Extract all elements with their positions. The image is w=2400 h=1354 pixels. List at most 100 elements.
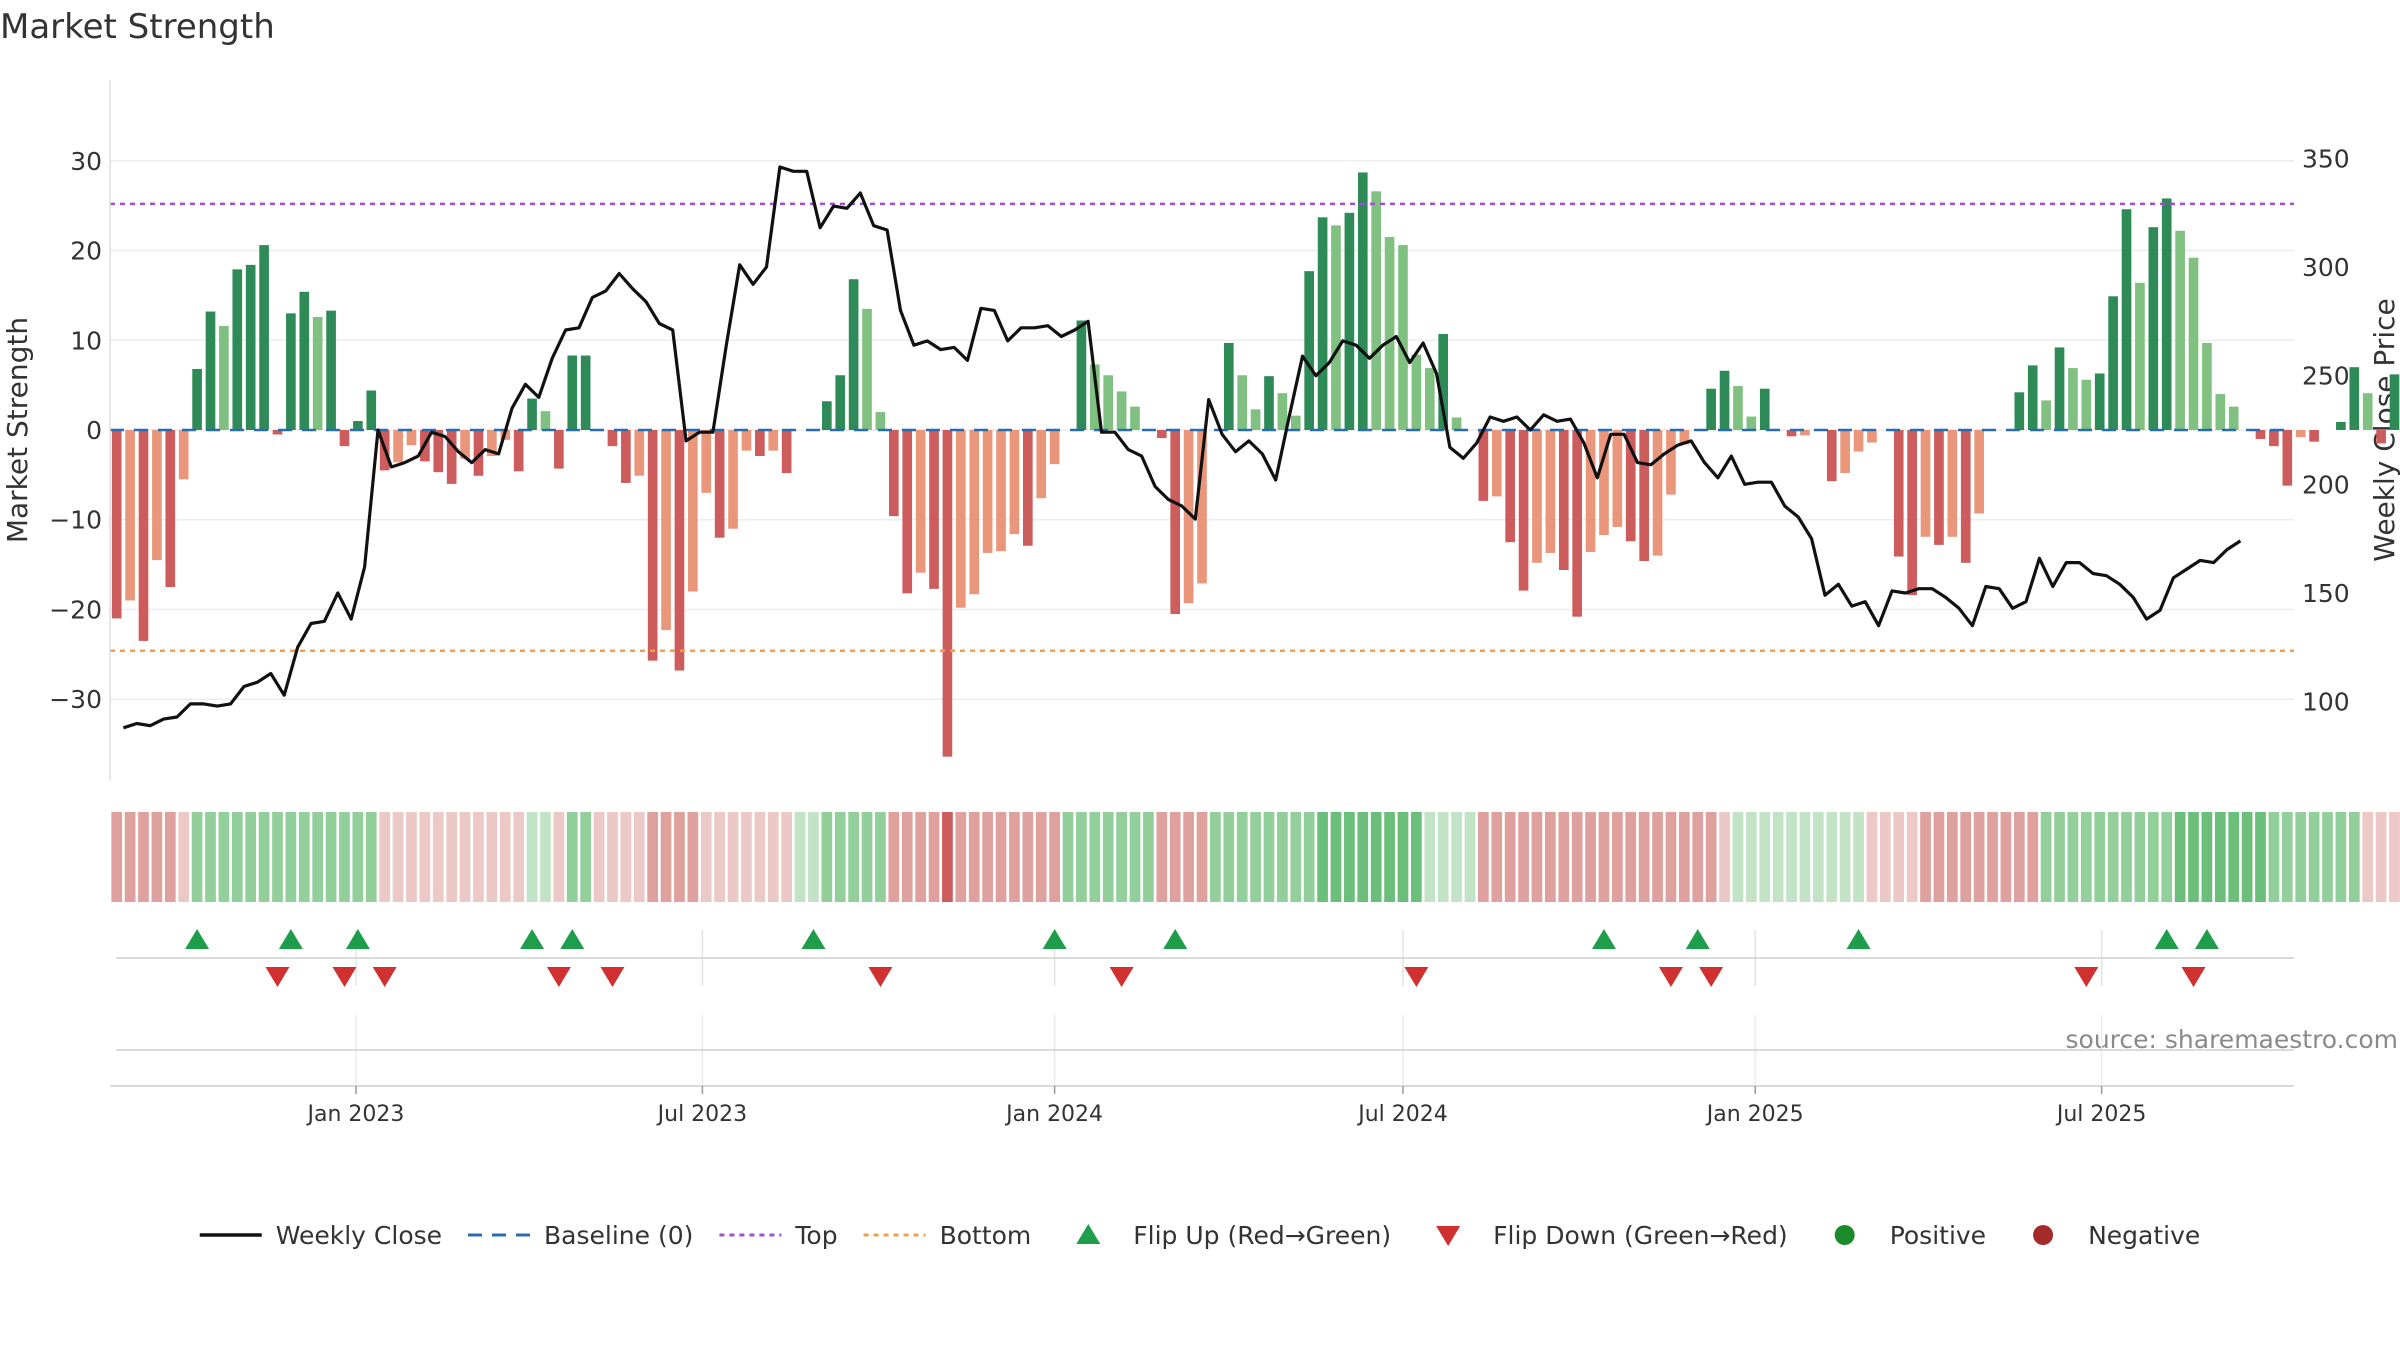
x-tick-label: Jul 2025	[2055, 1102, 2147, 1127]
strength-bar	[1237, 375, 1248, 430]
regime-cell	[379, 812, 391, 902]
flip-markers	[116, 929, 2294, 987]
regime-cell	[151, 812, 163, 902]
strength-bar	[1920, 430, 1931, 537]
regime-cell	[2228, 812, 2240, 902]
y-tick-label: −20	[49, 595, 102, 624]
regime-cell	[1384, 812, 1395, 902]
legend-label: Bottom	[940, 1221, 1032, 1250]
regime-cell	[1893, 812, 1905, 902]
strength-bar	[929, 430, 939, 589]
strength-bar	[701, 430, 712, 493]
flip-down-marker	[1658, 967, 1683, 987]
regime-cell	[111, 812, 123, 902]
strength-bar	[1746, 416, 1757, 430]
regime-cell	[647, 812, 659, 902]
strength-bar	[1304, 271, 1315, 430]
regime-cell	[1772, 812, 1784, 902]
regime-cell	[781, 812, 792, 902]
strength-bar	[567, 355, 578, 430]
regime-cell	[1973, 812, 1985, 902]
strength-bar	[1197, 430, 1207, 584]
regime-cell	[1799, 812, 1811, 902]
strength-bar	[2108, 296, 2118, 430]
strength-bar	[540, 411, 551, 430]
strength-bar	[1545, 430, 1556, 553]
flip-down-marker	[372, 967, 397, 987]
strength-bar	[1264, 376, 1274, 430]
regime-cell	[1089, 812, 1101, 902]
regime-cell	[2255, 812, 2266, 902]
regime-cell	[1290, 812, 1302, 902]
strength-bar	[741, 430, 752, 451]
regime-cell	[205, 812, 216, 902]
regime-cell	[687, 812, 699, 902]
strength-bar	[1625, 430, 1636, 542]
regime-cell	[834, 812, 846, 902]
regime-cell	[674, 812, 685, 902]
y2-tick-label: 350	[2302, 144, 2350, 173]
regime-cell	[365, 812, 377, 902]
regime-cell	[486, 812, 498, 902]
regime-cell	[1987, 812, 1998, 902]
strength-bar	[1947, 430, 1958, 537]
flip-down-marker	[1699, 967, 1724, 987]
regime-cell	[982, 812, 993, 902]
strength-bar	[1049, 430, 1060, 465]
regime-strip	[111, 812, 2400, 902]
legend-item: Positive	[1834, 1221, 1986, 1250]
legend-label: Baseline (0)	[544, 1221, 693, 1250]
strength-bar	[554, 430, 564, 469]
strength-bar	[527, 398, 537, 430]
strength-bar	[312, 316, 323, 430]
legend-label: Positive	[1890, 1221, 1986, 1250]
strength-bar	[661, 430, 671, 631]
strength-bar	[393, 430, 403, 463]
regime-cell	[1357, 812, 1369, 902]
regime-cell	[1464, 812, 1476, 902]
regime-cell	[191, 812, 203, 902]
regime-cell	[1263, 812, 1275, 902]
flip-down-marker	[1404, 967, 1429, 987]
regime-cell	[1437, 812, 1449, 902]
strength-bar	[138, 430, 149, 641]
strength-bar	[1505, 430, 1515, 543]
flip-up-marker	[1163, 929, 1188, 949]
regime-cell	[1156, 812, 1168, 902]
regime-cell	[1143, 812, 1154, 902]
regime-cell	[1705, 812, 1717, 902]
x-tick-label: Jul 2024	[1356, 1102, 1448, 1127]
strength-bar	[1652, 430, 1663, 556]
regime-cell	[1236, 812, 1248, 902]
flip-up-marker	[801, 929, 826, 949]
regime-cell	[2214, 812, 2226, 902]
flip-down-marker	[546, 967, 571, 987]
regime-cell	[1344, 812, 1355, 902]
strength-bar	[1156, 430, 1167, 439]
strength-bar	[647, 430, 658, 661]
regime-cell	[1022, 812, 1034, 902]
x-tick-label: Jan 2023	[306, 1102, 405, 1127]
flip-up-marker	[1685, 929, 1710, 949]
strength-bar	[1223, 342, 1234, 430]
x-tick-label: Jan 2024	[1004, 1102, 1103, 1127]
regime-cell	[2335, 812, 2347, 902]
regime-cell	[928, 812, 940, 902]
regime-cell	[2067, 812, 2079, 902]
legend-label: Flip Down (Green→Red)	[1493, 1221, 1788, 1250]
regime-cell	[513, 812, 525, 902]
regime-cell	[1826, 812, 1838, 902]
flip-down-marker	[600, 967, 625, 987]
regime-cell	[285, 812, 297, 902]
legend-item: Negative	[2033, 1221, 2200, 1250]
flip-down-marker	[1109, 967, 1134, 987]
y-tick-label: −10	[49, 506, 102, 535]
strength-bar	[1612, 430, 1623, 527]
regime-cell	[1652, 812, 1663, 902]
regime-cell	[848, 812, 859, 902]
flip-down-marker	[2181, 967, 2206, 987]
strength-bar	[2295, 430, 2306, 438]
regime-cell	[2375, 812, 2387, 902]
regime-cell	[124, 812, 136, 902]
